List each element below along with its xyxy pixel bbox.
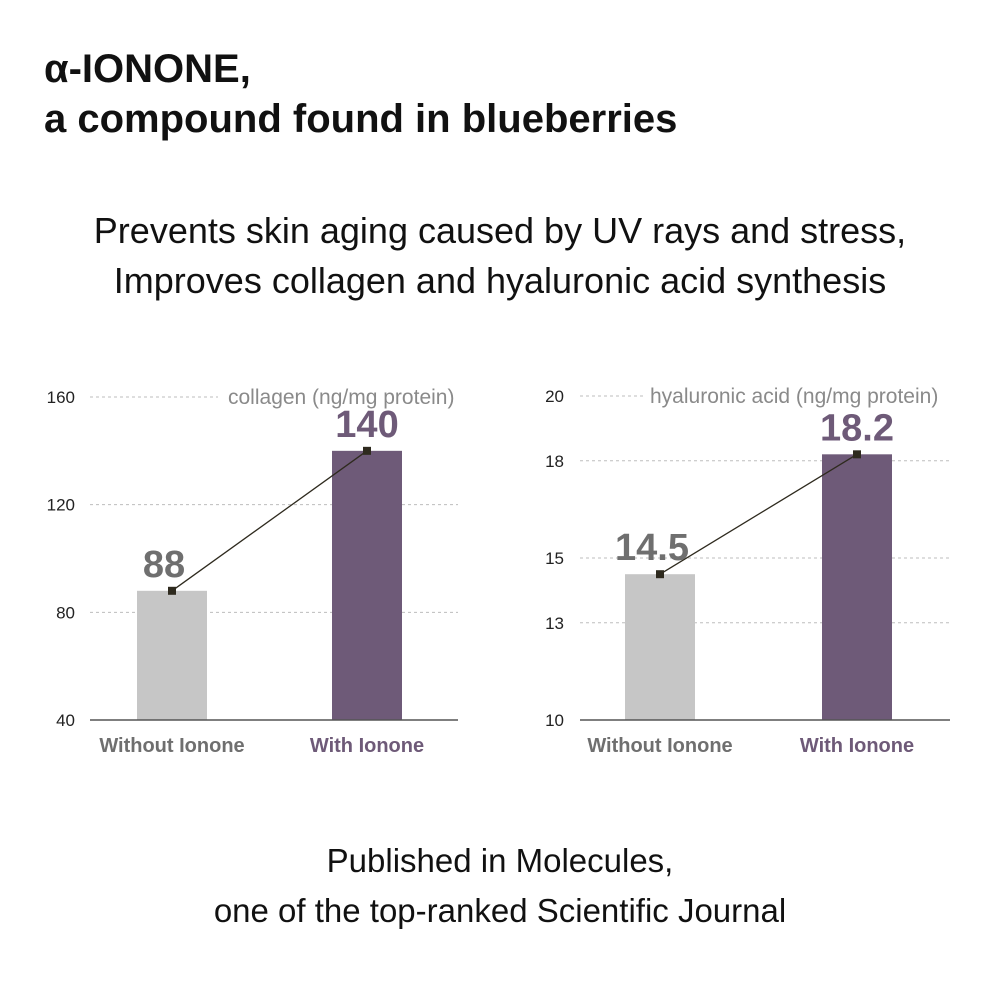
footer-line-2: one of the top-ranked Scientific Journal bbox=[213, 892, 787, 929]
point-marker bbox=[853, 450, 861, 459]
y-tick-label: 13 bbox=[545, 614, 564, 633]
unit-label: hyaluronic acid (ng/mg protein) bbox=[650, 385, 938, 408]
point-marker bbox=[168, 586, 176, 595]
headline-line-1: Prevents skin aging caused by UV rays an… bbox=[93, 210, 907, 251]
point-marker bbox=[363, 446, 371, 455]
hyaluronic-acid-chart: 10 13 15 18 20 hyaluronic acid (ng/mg protein… bbox=[545, 385, 950, 757]
data-label: 18.2 bbox=[820, 407, 894, 449]
bar-with-ionone bbox=[332, 450, 402, 720]
y-tick-label: 10 bbox=[545, 711, 564, 730]
title-line-2: a compound found in blueberries bbox=[44, 97, 678, 141]
data-label: 14.5 bbox=[615, 527, 689, 569]
headline-line-2: Improves collagen and hyaluronic acid sy… bbox=[113, 260, 887, 301]
x-tick-label: With Ionone bbox=[310, 735, 424, 757]
data-label: 88 bbox=[143, 544, 185, 586]
y-tick-label: 120 bbox=[47, 496, 75, 515]
y-tick-label: 15 bbox=[545, 549, 564, 568]
headline: Prevents skin aging caused by UV rays an… bbox=[0, 206, 1000, 306]
bar-with-ionone bbox=[822, 454, 892, 720]
x-tick-label: With Ionone bbox=[800, 735, 914, 757]
title-line-1: α-IONONE, bbox=[44, 47, 251, 91]
y-tick-label: 40 bbox=[56, 711, 75, 730]
point-marker bbox=[656, 570, 664, 579]
y-tick-label: 18 bbox=[545, 452, 564, 471]
footer-note: Published in Molecules, one of the top-r… bbox=[0, 836, 1000, 936]
y-tick-label: 20 bbox=[545, 387, 564, 406]
y-tick-label: 160 bbox=[47, 388, 75, 407]
unit-label: collagen (ng/mg protein) bbox=[228, 386, 454, 409]
collagen-chart: 40 80 120 160 collagen (ng/mg protein) 88 140 W… bbox=[47, 386, 458, 757]
bar-without-ionone bbox=[625, 574, 695, 720]
x-tick-label: Without Ionone bbox=[587, 735, 732, 757]
page-title: α-IONONE, a compound found in blueberrie… bbox=[44, 44, 677, 144]
trend-line bbox=[171, 450, 368, 592]
bar-without-ionone bbox=[137, 590, 207, 720]
trend-line bbox=[659, 453, 858, 575]
data-label: 140 bbox=[335, 404, 398, 446]
y-tick-label: 80 bbox=[56, 603, 75, 622]
x-tick-label: Without Ionone bbox=[99, 735, 244, 757]
footer-line-1: Published in Molecules, bbox=[326, 842, 674, 879]
